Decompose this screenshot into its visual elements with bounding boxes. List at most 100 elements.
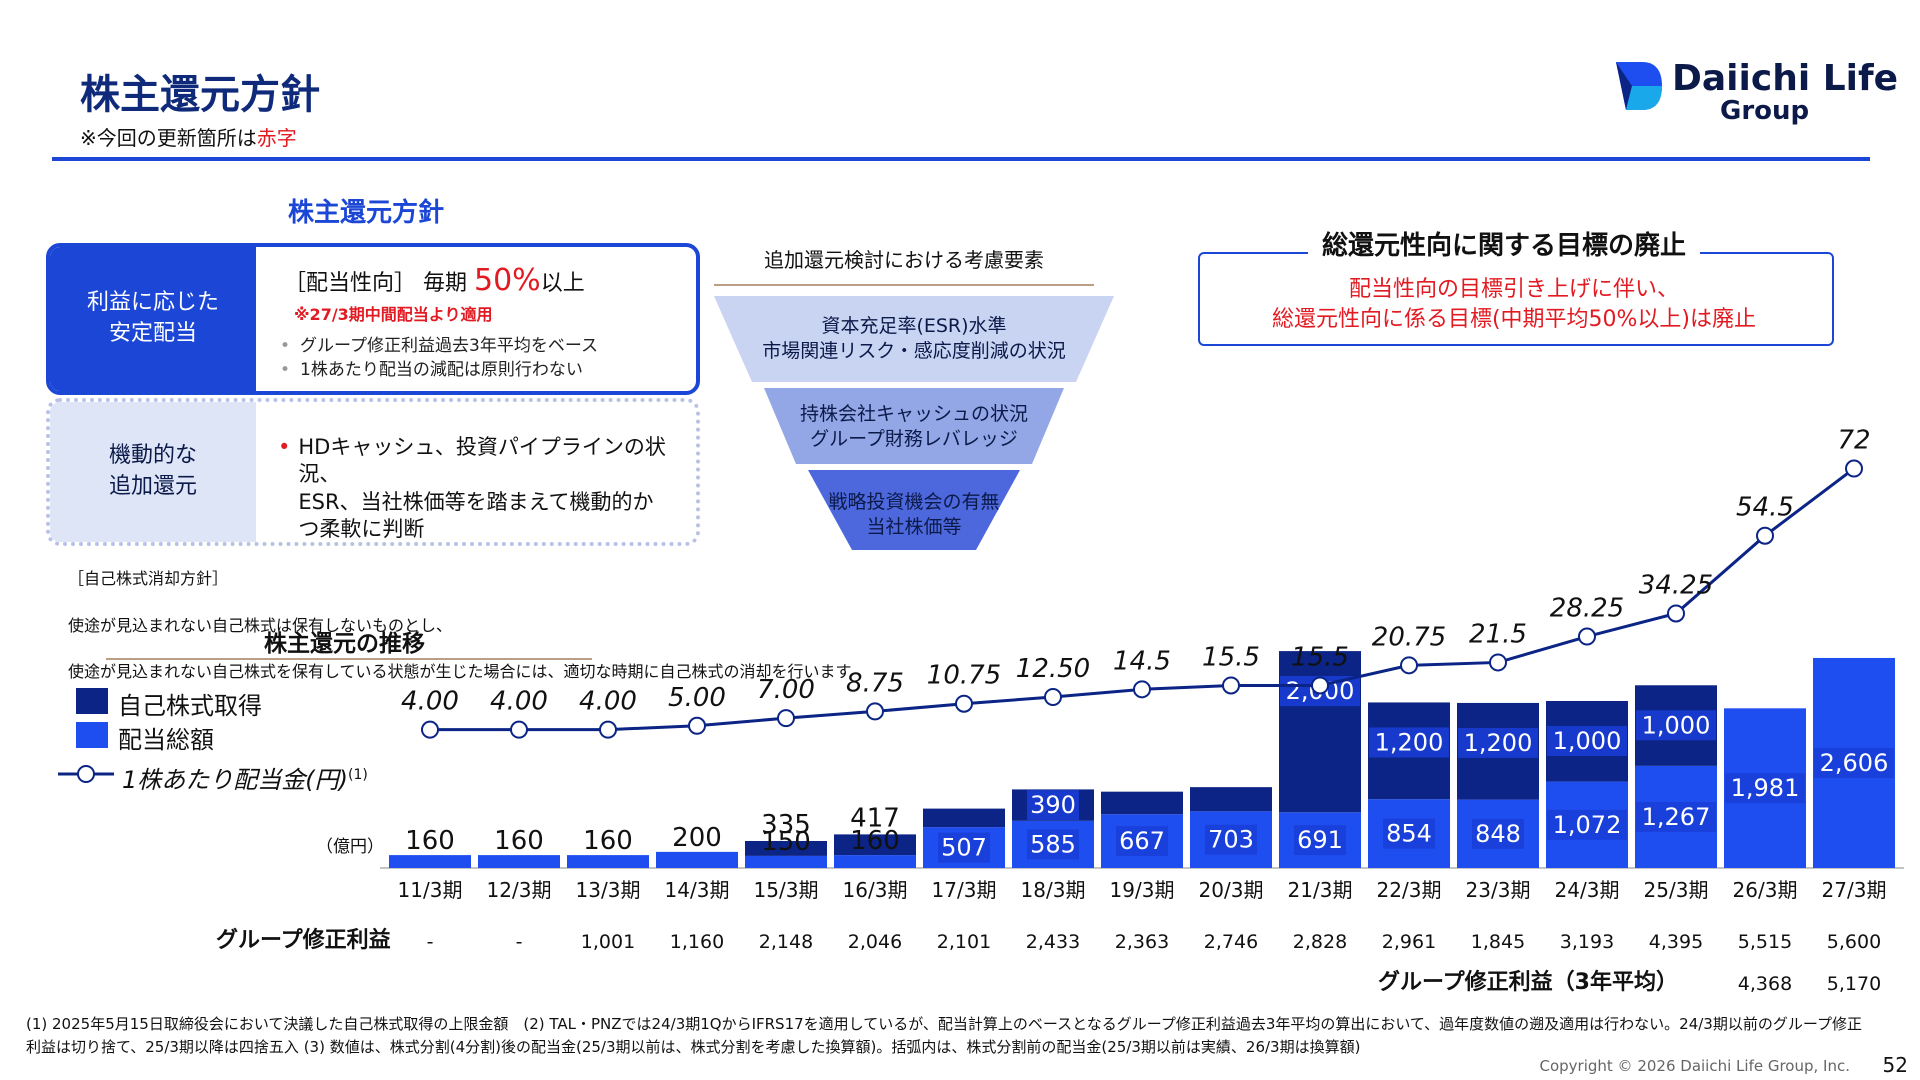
- buyback-label: 1,200: [1464, 729, 1533, 757]
- dividend-label: 160: [583, 826, 633, 856]
- update-note: ※今回の更新箇所は赤字: [80, 122, 297, 151]
- profit-value: 4,395: [1649, 931, 1703, 953]
- dps-point: [1133, 680, 1151, 699]
- dividend-label: 854: [1386, 820, 1432, 848]
- tick-label: 18/3期: [1021, 878, 1086, 902]
- tick-label: 13/3期: [576, 878, 641, 902]
- dps-label: 21.5: [1469, 619, 1527, 649]
- dps-point: [1222, 676, 1240, 695]
- dps-point: [1667, 604, 1685, 623]
- legend-dps-label: 1株あたり配当金(円)(1): [122, 766, 368, 794]
- tick-label: 23/3期: [1466, 878, 1531, 902]
- update-note-text: ※今回の更新箇所は: [80, 126, 257, 150]
- tick-label: 27/3期: [1822, 878, 1887, 902]
- policy-section-title: 株主還元方針: [288, 198, 445, 228]
- dividend-label: 691: [1297, 826, 1343, 854]
- buyback-label-bg: [1027, 790, 1079, 821]
- funnel-level-3: [808, 470, 1020, 550]
- dps-point: [1845, 459, 1863, 478]
- page-title: 株主還元方針: [80, 72, 320, 118]
- header-rule: [52, 157, 1870, 161]
- logo-group: Group: [1720, 96, 1810, 126]
- dividend-label: 1,267: [1642, 803, 1711, 831]
- bar-buyback: [1279, 651, 1361, 813]
- payout-ratio: 50%: [474, 263, 541, 298]
- profit-row-label: グループ修正利益: [216, 928, 391, 953]
- profit3y-row-label: グループ修正利益（3年平均）: [1378, 970, 1678, 995]
- tick-label: 16/3期: [843, 878, 908, 902]
- buyback-label-bg: [1547, 725, 1627, 756]
- dividend-label-bg: [1725, 773, 1805, 804]
- profit3y-value: 5,170: [1827, 973, 1881, 995]
- additional-return-box: 機動的な 追加還元 • HDキャッシュ、投資パイプラインの状況、 ESR、当社株価…: [46, 398, 700, 546]
- bar-buyback: [1101, 791, 1183, 815]
- buyback-label-bg: [1636, 710, 1716, 741]
- copyright: Copyright © 2026 Daiichi Life Group, Inc…: [1539, 1057, 1851, 1075]
- tick-label: 25/3期: [1644, 878, 1709, 902]
- dividend-label-bg: [1294, 825, 1346, 856]
- stable-dividend-box: 利益に応じた 安定配当 ［配当性向］ 毎期 50%以上 ※27/3期中間配当より…: [46, 243, 700, 395]
- bar-buyback: [745, 840, 827, 856]
- profit-value: 5,515: [1738, 931, 1792, 953]
- buyback-label: 1,000: [1553, 727, 1622, 755]
- treasury-policy: ［自己株式消却方針］ 使途が見込まれない自己株式は保有しないものとし、 使途が見…: [68, 544, 852, 706]
- profit-value: 2,961: [1382, 931, 1436, 953]
- legend-dps-marker: [58, 765, 114, 783]
- update-note-red: 赤字: [256, 126, 297, 150]
- dividend-label: 667: [1119, 827, 1165, 855]
- dps-label: 12.50: [1016, 654, 1090, 684]
- dps-label: 54.5: [1736, 493, 1794, 523]
- dividend-label-bg: [1027, 829, 1079, 860]
- dps-label: 72: [1837, 426, 1870, 456]
- dividend-label-bg: [1636, 801, 1716, 832]
- profit-value: 3,193: [1560, 931, 1614, 953]
- legend-dividend-label: 配当総額: [118, 726, 214, 754]
- logo-mark-icon: [1616, 62, 1662, 110]
- dps-point: [599, 720, 617, 739]
- dividend-label: 160: [850, 826, 900, 856]
- bar-buyback: [1190, 787, 1272, 812]
- tick-label: 15/3期: [754, 878, 819, 902]
- dps-point: [1489, 653, 1507, 672]
- dividend-label-bg: [1205, 824, 1257, 855]
- unit-label: （億円）: [316, 837, 384, 857]
- dividend-label: 507: [941, 834, 987, 862]
- dps-label: 4.00: [401, 687, 459, 717]
- dps-label: 10.75: [927, 661, 1001, 691]
- bar-dividend: [834, 855, 916, 868]
- tick-label: 19/3期: [1110, 878, 1175, 902]
- funnel-heading: 追加還元検討における考慮要素: [764, 248, 1044, 272]
- profit-value: 2,433: [1026, 931, 1080, 953]
- dps-point: [421, 720, 439, 739]
- bar-buyback: [923, 808, 1005, 828]
- additional-bullet: • HDキャッシュ、投資パイプラインの状況、 ESR、当社株価等を踏まえて機動的か…: [278, 435, 666, 541]
- dividend-label-bg: [1814, 747, 1894, 778]
- profit-value: 2,101: [937, 931, 991, 953]
- dps-point: [1756, 526, 1774, 545]
- additional-return-label: 機動的な 追加還元: [50, 402, 256, 542]
- profit-value: 1,160: [670, 931, 724, 953]
- funnel-text-2: 持株会社キャッシュの状況 グループ財務レバレッジ: [799, 403, 1028, 450]
- dps-label: 15.5: [1202, 642, 1260, 672]
- profit-value: 5,600: [1827, 931, 1881, 953]
- dps-point: [777, 709, 795, 728]
- dividend-label-bg: [1383, 818, 1435, 849]
- profit-value: 2,046: [848, 931, 902, 953]
- dps-label: 7.00: [757, 675, 815, 705]
- page-number: 52: [1882, 1053, 1908, 1077]
- stable-dividend-label: 利益に応じた 安定配当: [50, 247, 256, 391]
- funnel-level-1: [714, 296, 1114, 382]
- dps-label: 8.75: [846, 668, 904, 698]
- legend-buyback-label: 自己株式取得: [118, 692, 262, 720]
- goal-title: 総還元性向に関する目標の廃止: [1308, 225, 1701, 262]
- buyback-label: 1,000: [1642, 711, 1711, 739]
- dps-label: 34.25: [1639, 570, 1713, 600]
- dps-point: [688, 716, 706, 735]
- tick-label: 22/3期: [1377, 878, 1442, 902]
- logo-name: Daiichi Life: [1672, 58, 1899, 99]
- company-logo: Daiichi Life Group: [1612, 56, 1898, 128]
- stable-bullet-1: • グループ修正利益過去3年平均をベース: [280, 336, 598, 356]
- buyback-label-bg: [1458, 727, 1538, 758]
- legend-buyback-swatch: [76, 688, 108, 714]
